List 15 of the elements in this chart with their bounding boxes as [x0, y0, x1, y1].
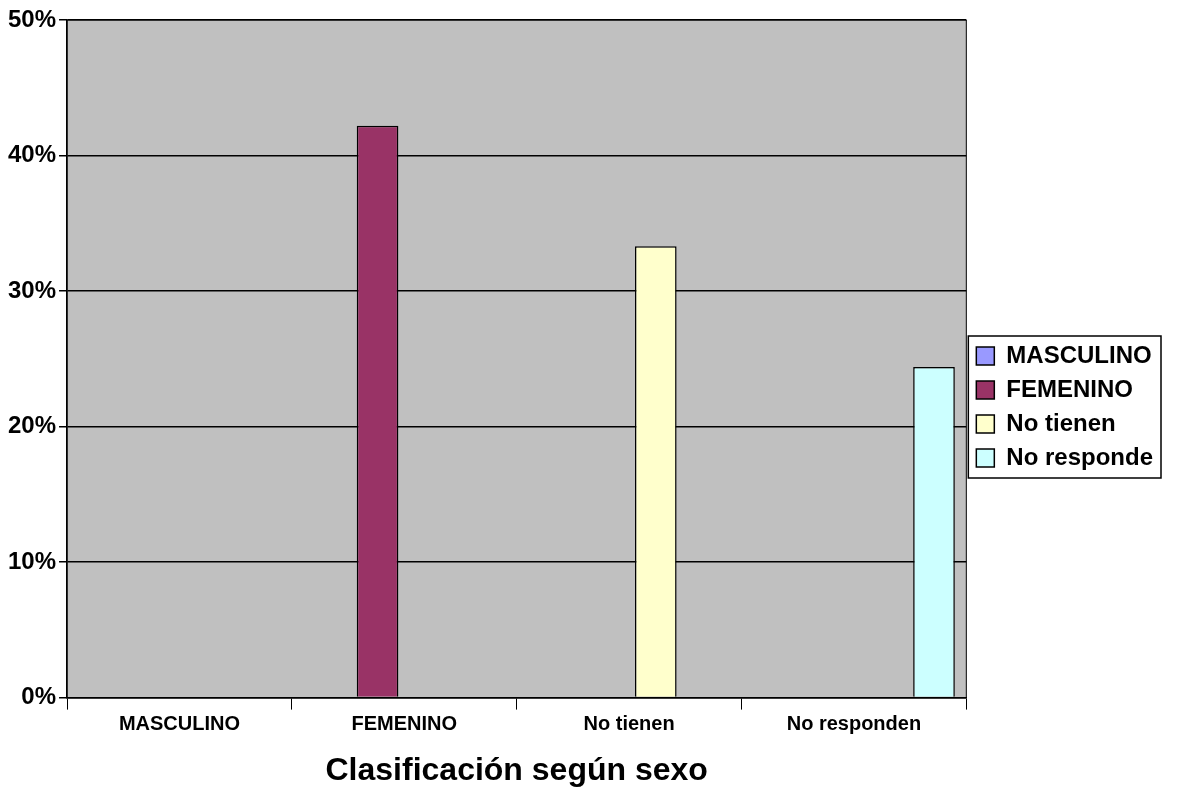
x-tick-label: MASCULINO — [118, 712, 240, 735]
legend-label: No tienen — [1006, 408, 1116, 436]
y-tick-label: 10% — [7, 546, 57, 574]
x-tick-label: FEMENINO — [351, 712, 458, 735]
y-tick-label: 30% — [7, 275, 57, 303]
y-tick-label: 0% — [21, 682, 57, 710]
legend-label: FEMENINO — [1006, 374, 1133, 402]
y-tick-label: 20% — [7, 411, 57, 439]
x-tick-label: No responden — [786, 712, 922, 735]
legend-label: MASCULINO — [1006, 340, 1152, 368]
x-axis-title: Clasificación según sexo — [325, 750, 708, 787]
x-tick-label: No tienen — [583, 712, 675, 735]
y-tick-label: 50% — [7, 4, 57, 32]
y-tick-label: 40% — [7, 140, 57, 168]
legend-label: No responde — [1006, 442, 1153, 470]
